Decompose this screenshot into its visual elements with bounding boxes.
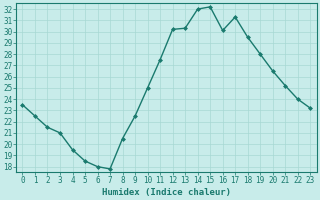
X-axis label: Humidex (Indice chaleur): Humidex (Indice chaleur) bbox=[102, 188, 231, 197]
